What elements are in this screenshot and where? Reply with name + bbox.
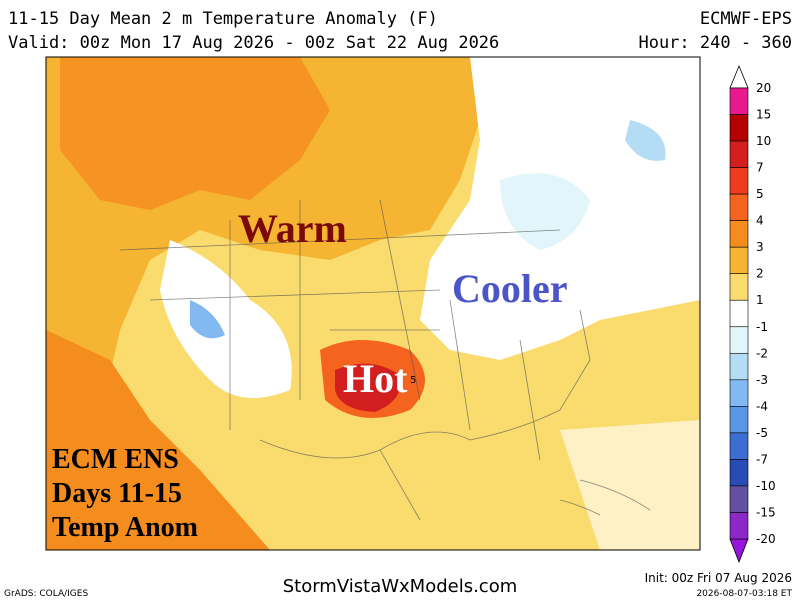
- colorbar-label: 15: [756, 108, 771, 122]
- colorbar-label: 3: [756, 240, 764, 254]
- timestamp: 2026-08-07-03:18 ET: [696, 589, 792, 599]
- colorbar-swatch: [729, 326, 749, 354]
- colorbar-label: -3: [756, 373, 768, 387]
- colorbar-swatch: [729, 220, 749, 248]
- overlay-text: ECM ENS: [52, 444, 179, 475]
- colorbar-label: -20: [756, 532, 776, 546]
- cool-region: [625, 120, 666, 161]
- contour-label: 5: [410, 375, 416, 386]
- colorbar-swatch: [729, 273, 749, 301]
- warm-region: [46, 330, 270, 550]
- colorbar: 20 15 10 7 5 4 3 2 1 -1 -2 -3 -4 -5 -7 -10 -15 -20: [729, 64, 776, 564]
- colorbar-swatch: [729, 114, 749, 142]
- colorbar-swatch: [729, 485, 749, 513]
- colorbar-swatch: [729, 512, 749, 540]
- title: 11-15 Day Mean 2 m Temperature Anomaly (…: [8, 9, 438, 29]
- colorbar-bottom: [729, 538, 749, 564]
- colorbar-label: -15: [756, 505, 776, 519]
- colorbar-swatch: [729, 87, 749, 115]
- colorbar-swatch: [729, 459, 749, 487]
- colorbar-swatch: [729, 352, 749, 381]
- colorbar-swatch: [729, 193, 749, 221]
- colorbar-label: 20: [756, 81, 771, 95]
- colorbar-label: 10: [756, 134, 771, 148]
- cool-region: [190, 300, 225, 339]
- colorbar-swatch: [729, 246, 749, 275]
- colorbar-swatch: [729, 140, 749, 168]
- map-label: Cooler: [452, 266, 568, 311]
- map-label: Hot: [343, 356, 408, 401]
- warm-region: [60, 57, 330, 210]
- map-frame: [45, 56, 701, 551]
- colorbar-label: -1: [756, 320, 768, 334]
- colorbar-label: 4: [756, 214, 764, 228]
- colorbar-label: -4: [756, 399, 768, 413]
- colorbar-label: -7: [756, 452, 768, 466]
- overlay-text: Temp Anom: [52, 512, 198, 543]
- borders: [119, 199, 651, 521]
- colorbar-label: -5: [756, 426, 768, 440]
- valid-time: Valid: 00z Mon 17 Aug 2026 - 00z Sat 22 …: [8, 33, 499, 53]
- colorbar-swatch: [729, 432, 749, 460]
- colorbar-label: 2: [756, 267, 764, 281]
- colorbar-label: 7: [756, 161, 764, 175]
- colorbar-label: 1: [756, 293, 764, 307]
- map: Warm Cooler Hot 5 ECM ENS Days 11-15 Tem…: [45, 56, 701, 551]
- init-time: Init: 00z Fri 07 Aug 2026: [645, 571, 792, 585]
- cool-region: [500, 173, 590, 250]
- overlay-text: Days 11-15: [52, 478, 182, 509]
- model: ECMWF-EPS: [700, 9, 792, 29]
- cool-region: [160, 240, 292, 398]
- cool-region: [560, 420, 700, 550]
- colorbar-swatch: [729, 379, 749, 407]
- software-credit: GrADS: COLA/IGES: [4, 589, 88, 599]
- colorbar-swatch: [729, 167, 749, 195]
- map-label: Warm: [238, 206, 347, 251]
- site: StormVistaWxModels.com: [283, 576, 518, 597]
- colorbar-swatch: [729, 299, 749, 328]
- hour-range: Hour: 240 - 360: [638, 33, 792, 53]
- hot-core: [335, 363, 401, 412]
- colorbar-label: -2: [756, 346, 768, 360]
- colorbar-top: [729, 64, 749, 89]
- colorbar-swatch: [729, 406, 749, 434]
- colorbar-label: -10: [756, 479, 776, 493]
- colorbar-label: 5: [756, 187, 764, 201]
